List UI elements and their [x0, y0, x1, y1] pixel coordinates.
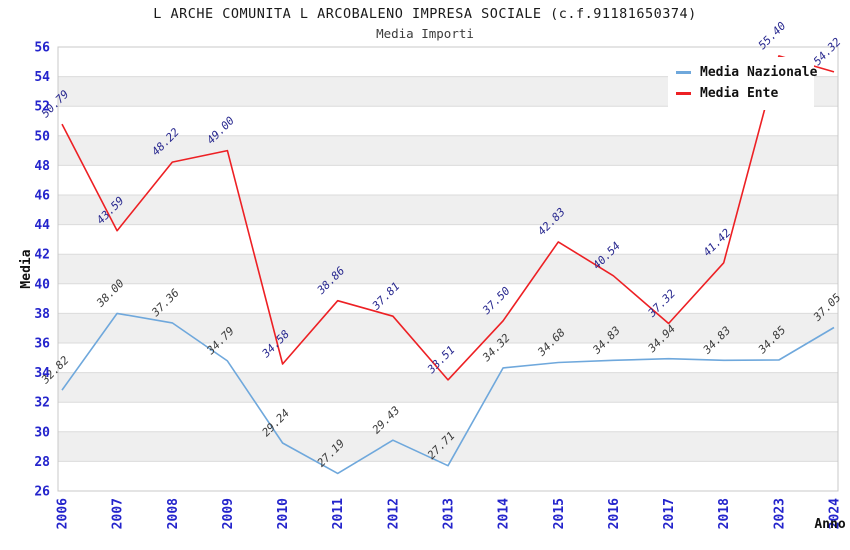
y-tick-label: 42 [34, 248, 50, 263]
y-tick-label: 38 [34, 307, 50, 322]
x-tick-label: 2008 [166, 498, 181, 529]
x-tick-label: 2007 [111, 498, 126, 529]
x-tick-label: 2010 [276, 498, 291, 529]
y-tick-label: 44 [34, 218, 50, 233]
grid-band [58, 135, 838, 166]
x-tick-label: 2023 [772, 498, 787, 529]
x-axis-title: Anno [814, 517, 845, 532]
y-tick-label: 48 [34, 159, 50, 174]
grid-band [58, 431, 838, 462]
y-tick-label: 40 [34, 277, 50, 292]
grid-band [58, 372, 838, 403]
x-tick-label: 2024 [828, 498, 843, 529]
x-tick-label: 2015 [552, 498, 567, 529]
x-tick-label: 2009 [221, 498, 236, 529]
legend-swatch-media-nazionale-icon [676, 71, 691, 74]
grid-band [58, 195, 838, 225]
legend: Media Nazionale Media Ente [668, 57, 817, 110]
series-line-media-ente [61, 55, 835, 381]
series-line-media-nazionale [61, 312, 835, 475]
y-tick-label: 36 [34, 337, 50, 352]
point-label: 37.81 [369, 280, 402, 313]
x-tick-label: 2018 [717, 498, 732, 529]
y-tick-label: 56 [34, 41, 50, 56]
y-tick-label: 54 [34, 70, 50, 85]
y-tick-label: 30 [34, 425, 50, 440]
legend-label-media-ente: Media Ente [700, 86, 779, 101]
y-tick-label: 32 [34, 396, 50, 411]
point-label: 54.32 [811, 35, 844, 68]
x-tick-label: 2017 [662, 498, 677, 529]
x-tick-label: 2006 [56, 498, 71, 529]
legend-label-media-nazionale: Media Nazionale [700, 65, 818, 80]
y-tick-label: 52 [34, 100, 50, 115]
grid-band [58, 254, 838, 284]
y-tick-label: 26 [34, 485, 50, 500]
x-tick-label: 2013 [442, 498, 457, 529]
x-tick-label: 2016 [607, 498, 622, 529]
legend-item-media-nazionale: Media Nazionale [676, 62, 817, 83]
x-tick-label: 2014 [497, 498, 512, 529]
y-axis-title: Media [19, 249, 34, 288]
y-tick-label: 34 [34, 366, 50, 381]
y-tick-label: 28 [34, 455, 50, 470]
legend-item-media-ente: Media Ente [676, 83, 808, 104]
y-tick-label: 50 [34, 129, 50, 144]
chart-subtitle: Media Importi [376, 26, 474, 41]
y-tick-label: 46 [34, 189, 50, 204]
plot-border [57, 46, 839, 492]
grid-band [58, 313, 838, 343]
x-tick-label: 2012 [386, 498, 401, 529]
x-tick-label: 2011 [331, 498, 346, 529]
legend-swatch-media-ente-icon [676, 92, 691, 95]
chart-title: L ARCHE COMUNITA L ARCOBALENO IMPRESA SO… [153, 6, 697, 22]
